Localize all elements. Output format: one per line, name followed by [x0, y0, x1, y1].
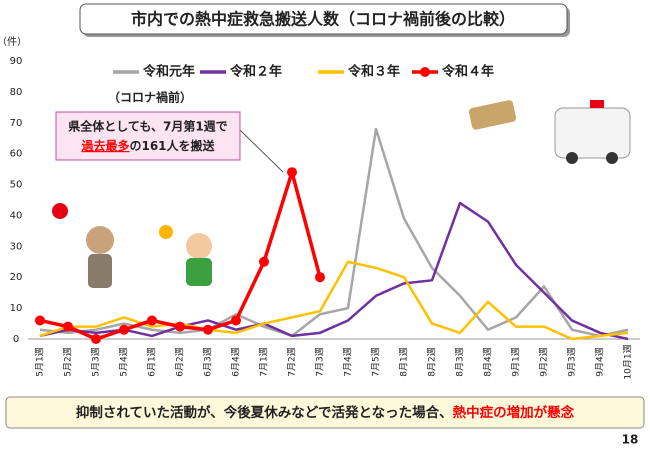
x-tick-label: 9月1週: [511, 347, 522, 376]
annotation-text: 県全体としても、7月第1週で: [68, 119, 227, 134]
legend-note: （コロナ禍前）: [108, 90, 192, 105]
series-line: [39, 201, 629, 341]
data-point: [287, 167, 297, 178]
data-point: [119, 324, 129, 335]
x-tick-label: 7月3週: [315, 347, 326, 376]
annotation-text: 過去最多の161人を搬送: [80, 138, 215, 153]
footer-banner: [5, 396, 645, 429]
x-tick-label: 5月4週: [119, 347, 130, 376]
x-tick-label: 5月3週: [91, 347, 102, 376]
data-point: [35, 315, 45, 326]
illustrations: [52, 100, 631, 288]
data-point: [175, 321, 185, 332]
page-number: 18: [622, 433, 639, 447]
x-tick-label: 6月2週: [175, 347, 186, 376]
y-tick-label: 0: [13, 334, 19, 345]
annotation-rest: の161人を搬送: [129, 138, 215, 153]
x-tick-label: 9月3週: [567, 347, 578, 376]
title-box: [79, 3, 568, 35]
data-point: [315, 272, 325, 283]
x-tick-label: 5月2週: [63, 347, 74, 376]
x-tick-label: 8月3週: [455, 347, 466, 376]
data-point: [63, 321, 73, 332]
x-tick-label: 7月2週: [287, 347, 298, 376]
y-tick-label: 10: [10, 303, 23, 314]
y-tick-label: 80: [10, 87, 23, 98]
legend-dot: [420, 67, 430, 77]
x-tick-label: 6月1週: [147, 347, 158, 376]
data-point: [259, 256, 269, 267]
y-tick-label: 70: [10, 118, 23, 129]
legend-label: 令和３年: [348, 64, 400, 80]
legend-label: 令和元年: [143, 64, 195, 80]
data-point: [147, 315, 157, 326]
x-tick-label: 7月1週: [259, 347, 270, 376]
annotation-pointer: [239, 129, 284, 173]
x-tick-label: 6月3週: [203, 347, 214, 376]
x-tick-label: 7月4週: [343, 347, 354, 376]
x-tick-label: 10月1週: [623, 344, 634, 379]
legend-label: 令和４年: [442, 64, 494, 80]
footer-highlight: 熱中症の増加が懸念: [453, 404, 575, 421]
annotation-highlight: 過去最多: [80, 138, 129, 153]
data-point: [91, 334, 101, 344]
y-tick-label: 90: [10, 56, 23, 67]
x-tick-label: 9月4週: [595, 347, 606, 376]
footer-main: 抑制されていた活動が、今後夏休みなどで活発となった場合、: [76, 404, 453, 421]
y-tick-label: 20: [10, 272, 23, 283]
series-line: [39, 170, 322, 341]
plot: 0 10 20 30 40 50 60 70 80 90 5月1週 5月2週 5月3週 5月4週 6月1週 6…: [10, 56, 640, 380]
x-tick-label: 8月2週: [427, 347, 438, 376]
y-tick-label: 40: [10, 210, 23, 221]
y-axis-label: （件）: [0, 36, 27, 48]
y-tick-label: 60: [10, 149, 23, 160]
x-tick-label: 7月5週: [371, 347, 382, 376]
x-tick-label: 9月2週: [539, 347, 550, 376]
x-tick-label: 8月4週: [483, 347, 494, 376]
annotation-box: [55, 111, 241, 161]
x-tick-label: 8月1週: [399, 347, 410, 376]
footer-text: 抑制されていた活動が、今後夏休みなどで活発となった場合、熱中症の増加が懸念: [76, 404, 575, 421]
x-tick-label: 5月1週: [35, 347, 46, 376]
series-line: [39, 260, 629, 341]
legend-label: 令和２年: [230, 64, 282, 80]
data-point: [231, 315, 241, 326]
x-tick-label: 6月4週: [231, 347, 242, 376]
data-point: [203, 324, 213, 335]
y-tick-label: 50: [10, 180, 23, 191]
chart-title: 市内での熱中症救急搬送人数（コロナ禍前後の比較）: [131, 10, 515, 29]
y-tick-label: 30: [10, 241, 23, 252]
